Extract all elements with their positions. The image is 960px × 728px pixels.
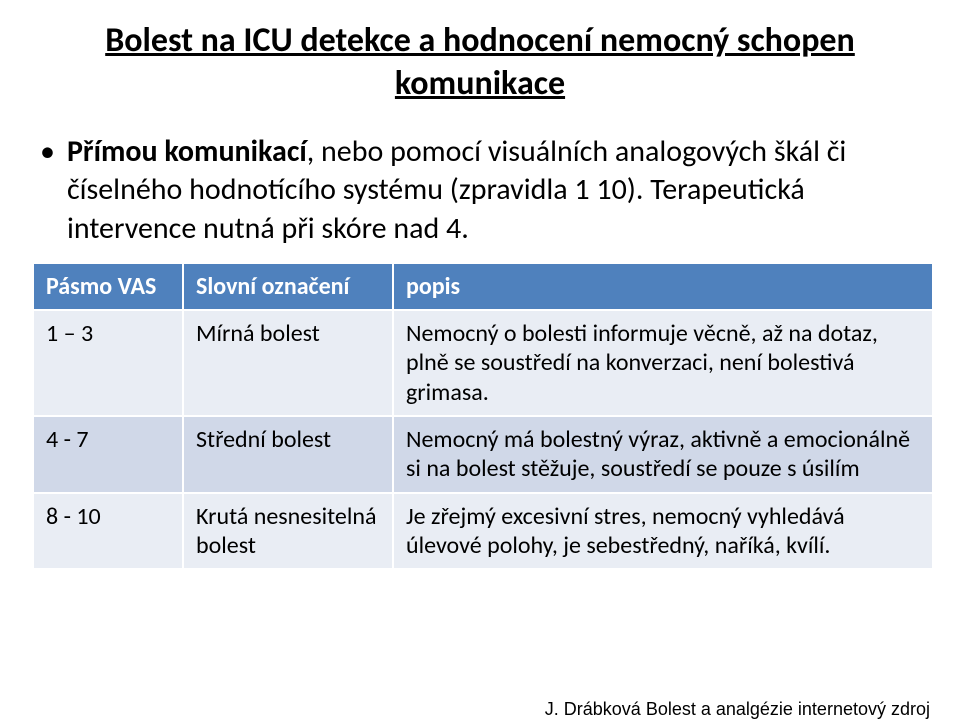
table-row: 1 – 3 Mírná bolest Nemocný o bolesti inf… (33, 310, 933, 416)
footer-citation: J. Drábková Bolest a analgézie interneto… (545, 699, 930, 720)
page-title: Bolest na ICU detekce a hodnocení nemocn… (30, 20, 930, 105)
bullet-block: • Přímou komunikací, nebo pomocí visuáln… (30, 133, 930, 248)
vas-table: Pásmo VAS Slovní označení popis 1 – 3 Mí… (32, 262, 934, 570)
table-row: 8 - 10 Krutá nesnesitelná bolest Je zřej… (33, 493, 933, 570)
cell-pasmo: 4 - 7 (33, 416, 183, 493)
bullet-row: • Přímou komunikací, nebo pomocí visuáln… (40, 133, 910, 248)
cell-popis: Nemocný o bolesti informuje věcně, až na… (393, 310, 933, 416)
th-slovni: Slovní označení (183, 263, 393, 310)
table-row: 4 - 7 Střední bolest Nemocný má bolestný… (33, 416, 933, 493)
cell-slovni: Mírná bolest (183, 310, 393, 416)
title-wrap: Bolest na ICU detekce a hodnocení nemocn… (30, 20, 930, 105)
bullet-dot: • (40, 135, 55, 168)
th-pasmo: Pásmo VAS (33, 263, 183, 310)
bullet-bold: Přímou komunikací (67, 133, 307, 170)
cell-pasmo: 1 – 3 (33, 310, 183, 416)
th-popis: popis (393, 263, 933, 310)
cell-popis: Je zřejmý excesivní stres, nemocný vyhle… (393, 493, 933, 570)
cell-pasmo: 8 - 10 (33, 493, 183, 570)
table-header-row: Pásmo VAS Slovní označení popis (33, 263, 933, 310)
cell-slovni: Krutá nesnesitelná bolest (183, 493, 393, 570)
bullet-text: Přímou komunikací, nebo pomocí visuálníc… (67, 133, 910, 248)
cell-slovni: Střední bolest (183, 416, 393, 493)
slide: Bolest na ICU detekce a hodnocení nemocn… (0, 0, 960, 728)
cell-popis: Nemocný má bolestný výraz, aktivně a emo… (393, 416, 933, 493)
